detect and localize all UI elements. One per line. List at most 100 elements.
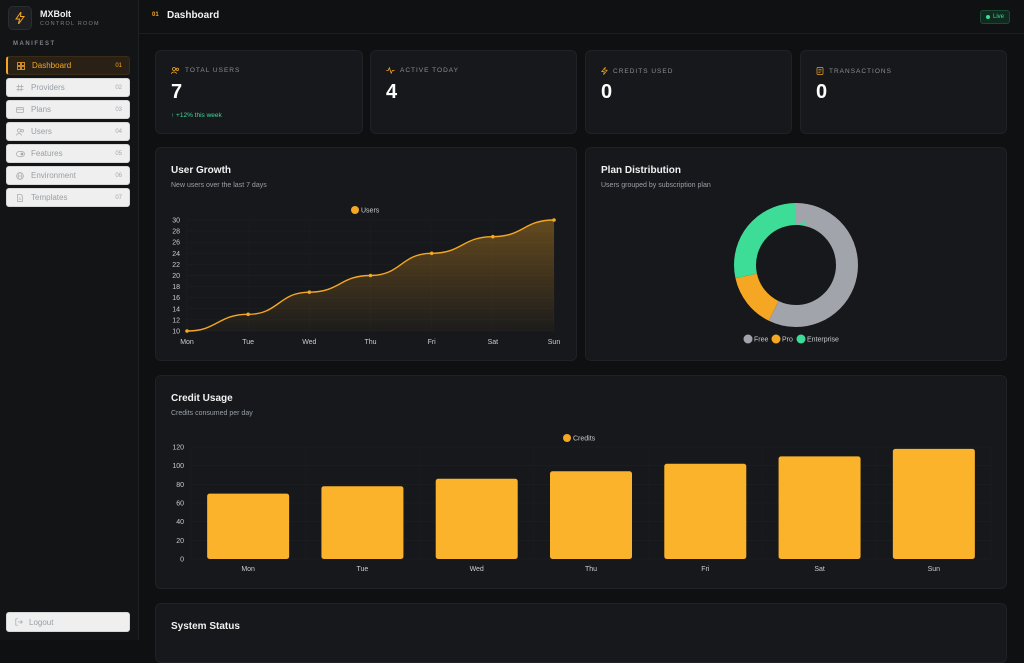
y-tick-label: 12	[172, 317, 180, 324]
card-subtitle: New users over the last 7 days	[171, 182, 267, 189]
card-icon	[15, 105, 25, 115]
legend-swatch	[743, 334, 753, 344]
y-tick-label: 100	[172, 463, 184, 470]
x-tick-label: Thu	[585, 566, 597, 573]
file-icon	[15, 193, 25, 203]
sidebar-item-providers[interactable]: Providers 02	[6, 78, 130, 97]
top-bar: 01 Dashboard Live	[139, 0, 1024, 34]
x-tick-label: Mon	[180, 339, 194, 346]
legend-swatch	[351, 206, 359, 214]
x-tick-label: Wed	[470, 566, 484, 573]
status-badge-label: Live	[992, 14, 1004, 20]
receipt-icon	[816, 67, 824, 75]
x-tick-label: Tue	[242, 339, 254, 346]
sidebar-item-templates[interactable]: Templates 07	[6, 188, 130, 207]
sidebar-item-plans[interactable]: Plans 03	[6, 100, 130, 119]
sidebar-item-number: 05	[115, 150, 122, 157]
sidebar-item-label: Features	[31, 149, 63, 158]
toggle-icon	[15, 149, 25, 159]
card-subtitle: Users grouped by subscription plan	[601, 182, 711, 189]
sidebar-item-number: 02	[115, 84, 122, 91]
x-tick-label: Thu	[364, 339, 376, 346]
sidebar-item-features[interactable]: Features 05	[6, 144, 130, 163]
bar	[778, 456, 861, 559]
y-tick-label: 24	[172, 251, 180, 258]
y-tick-label: 26	[172, 240, 180, 247]
card-title: Plan Distribution	[601, 165, 681, 176]
logout-button[interactable]: Logout	[6, 612, 130, 632]
legend-swatch	[771, 334, 781, 344]
sidebar-item-label: Providers	[31, 83, 65, 92]
users-icon	[15, 127, 25, 137]
sidebar-item-environment[interactable]: Environment 06	[6, 166, 130, 185]
stat-label: TRANSACTIONS	[829, 67, 892, 75]
stat-value: 0	[601, 81, 613, 103]
sidebar-nav: Dashboard 01 Providers 02 Plans 03 Users…	[6, 56, 130, 210]
bar	[664, 463, 747, 559]
user-growth-chart: 10 12 14 16 18 20 22 24 26 28 30 Mon Tue Wed Thu Fri Sat…	[172, 206, 561, 346]
y-tick-label: 28	[172, 229, 180, 236]
y-tick-label: 16	[172, 295, 180, 302]
page-title: Dashboard	[167, 10, 220, 21]
x-tick-label: Wed	[302, 339, 316, 346]
stat-card-credits-used: CREDITS USED 0	[585, 50, 792, 134]
live-dot-icon	[985, 15, 990, 19]
sidebar-item-users[interactable]: Users 04	[6, 122, 130, 141]
sidebar-item-dashboard[interactable]: Dashboard 01	[6, 56, 130, 75]
legend-label: Free	[754, 337, 769, 344]
data-point	[429, 251, 434, 256]
x-tick-label: Fri	[701, 566, 710, 573]
y-tick-label: 14	[172, 306, 180, 313]
x-tick-label: Sat	[488, 339, 499, 346]
stat-label: ACTIVE TODAY	[400, 67, 459, 74]
data-point	[185, 329, 189, 333]
brand[interactable]: MXBolt CONTROL ROOM	[8, 6, 100, 30]
system-status-card: System Status	[155, 603, 1007, 663]
legend-swatch	[563, 434, 571, 442]
app-name: MXBolt	[40, 8, 71, 19]
stat-card-transactions: TRANSACTIONS 0	[800, 50, 1007, 134]
sidebar-item-number: 04	[115, 128, 122, 135]
sidebar-item-label: Environment	[31, 171, 76, 180]
y-tick-label: 60	[176, 501, 184, 508]
y-tick-label: 20	[176, 538, 184, 545]
users-icon	[171, 67, 180, 74]
stat-card-total-users: TOTAL USERS 7 ↑ +12% this week	[155, 50, 363, 134]
x-tick-label: Sun	[548, 339, 561, 346]
stat-label: TOTAL USERS	[185, 67, 241, 74]
card-title: Credit Usage	[171, 393, 233, 404]
stat-card-active-today: ACTIVE TODAY 4	[370, 50, 577, 134]
status-badge: Live	[979, 10, 1010, 24]
bolt-icon	[601, 67, 608, 75]
legend-label: Pro	[782, 337, 793, 344]
sidebar-item-label: Users	[31, 127, 52, 136]
card-title: User Growth	[171, 165, 232, 176]
sidebar-item-label: Dashboard	[32, 61, 72, 70]
bar	[321, 486, 404, 559]
legend-label: Users	[361, 208, 380, 215]
y-tick-label: 0	[180, 557, 184, 564]
credit-usage-chart: 0 20 40 60 80 100 120 Mon Tue Wed Thu Fri Sat Sun Cred…	[172, 434, 992, 573]
x-tick-label: Mon	[241, 566, 255, 573]
bolt-icon	[8, 6, 32, 30]
plan-distribution-chart: Free Pro Enterprise	[734, 203, 858, 344]
y-tick-label: 30	[172, 218, 180, 225]
bar	[207, 493, 290, 559]
sidebar-item-label: Plans	[31, 105, 52, 114]
y-tick-label: 80	[176, 482, 184, 489]
y-tick-label: 18	[172, 284, 180, 291]
activity-icon	[386, 67, 395, 74]
data-point	[552, 218, 556, 222]
stat-value: 4	[386, 81, 398, 103]
bar	[892, 448, 975, 559]
data-point	[246, 312, 250, 317]
data-point	[491, 234, 495, 239]
stat-delta: ↑ +12% this week	[171, 112, 222, 119]
grid-icon	[16, 61, 26, 71]
logout-label: Logout	[29, 617, 54, 627]
page-number: 01	[152, 12, 159, 18]
sidebar-item-number: 01	[115, 62, 122, 69]
plan-distribution-card: Plan Distribution Users grouped by subsc…	[585, 147, 1007, 361]
card-title: System Status	[171, 621, 240, 632]
app-subtitle: CONTROL ROOM	[40, 20, 100, 27]
